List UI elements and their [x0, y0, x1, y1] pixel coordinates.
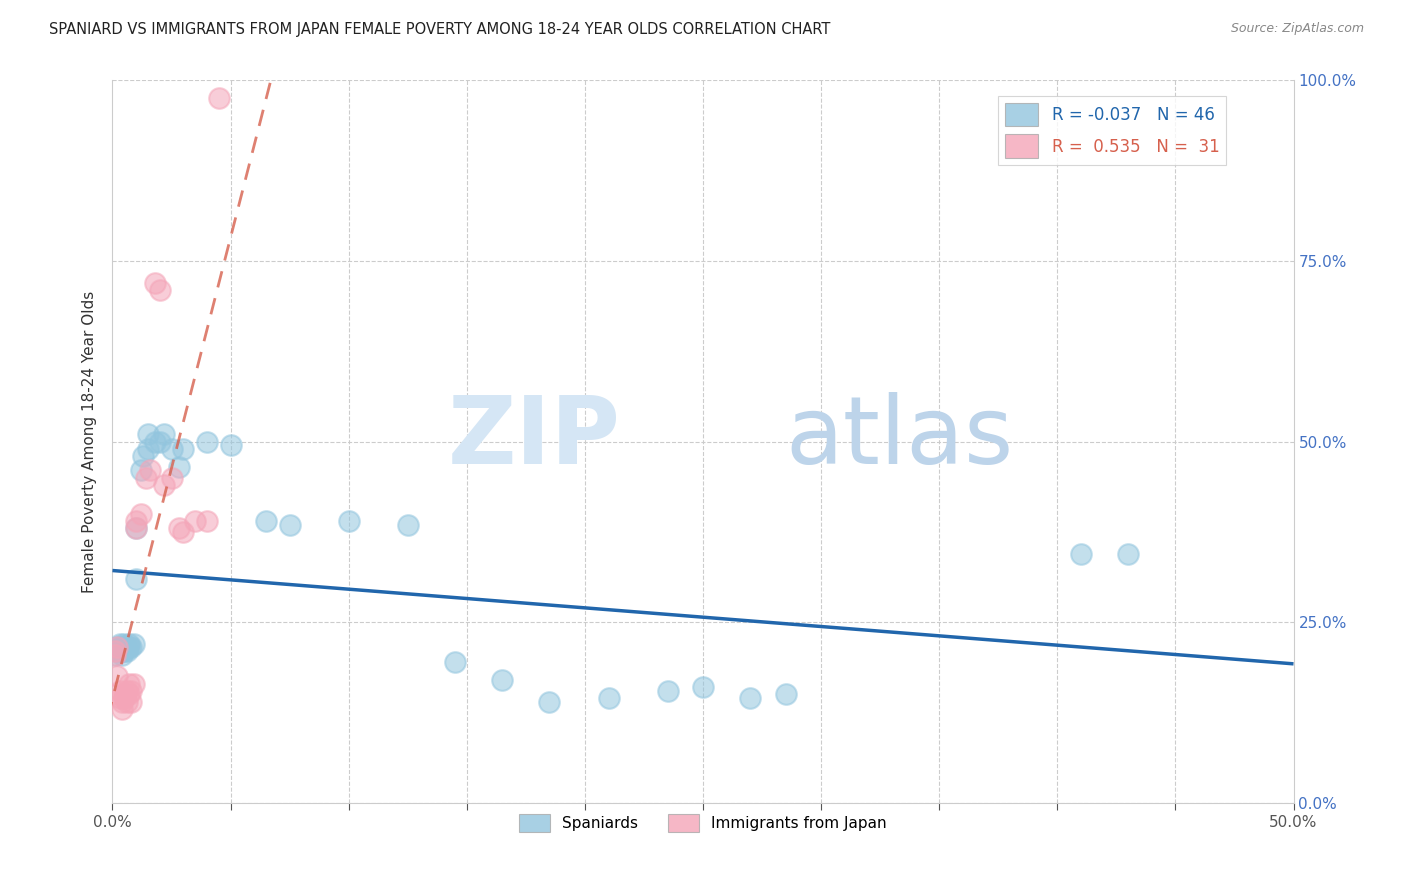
Point [132, 449, 155, 463]
Point [104, 648, 127, 662]
Point [254, 514, 277, 528]
Point [219, 438, 242, 452]
Text: Source: ZipAtlas.com: Source: ZipAtlas.com [1230, 22, 1364, 36]
Point [598, 691, 620, 706]
Point [104, 644, 127, 658]
Point [112, 687, 135, 701]
Point [740, 691, 762, 706]
Point [208, 91, 231, 105]
Point [172, 524, 194, 539]
Point [105, 644, 128, 658]
Point [129, 507, 152, 521]
Point [195, 514, 218, 528]
Point [172, 442, 194, 456]
Point [108, 640, 131, 655]
Point [160, 470, 183, 484]
Point [111, 648, 134, 662]
Point [125, 572, 148, 586]
Point [105, 640, 128, 655]
Point [108, 691, 131, 706]
Point [337, 514, 360, 528]
Point [118, 687, 141, 701]
Point [115, 640, 138, 655]
Point [149, 283, 172, 297]
Point [1116, 547, 1139, 561]
Point [167, 459, 190, 474]
Y-axis label: Female Poverty Among 18-24 Year Olds: Female Poverty Among 18-24 Year Olds [82, 291, 97, 592]
Point [115, 683, 138, 698]
Point [111, 695, 134, 709]
Text: ZIP: ZIP [447, 392, 620, 484]
Point [125, 521, 148, 535]
Point [108, 637, 131, 651]
Point [160, 442, 183, 456]
Point [108, 644, 131, 658]
Point [105, 669, 128, 683]
Point [120, 683, 142, 698]
Point [444, 655, 467, 669]
Point [108, 683, 131, 698]
Point [139, 463, 162, 477]
Point [122, 676, 145, 690]
Point [143, 434, 166, 449]
Point [195, 434, 218, 449]
Text: atlas: atlas [786, 392, 1014, 484]
Point [112, 644, 135, 658]
Point [118, 640, 141, 655]
Point [104, 648, 127, 662]
Point [278, 517, 301, 532]
Point [135, 470, 157, 484]
Point [112, 691, 135, 706]
Point [111, 702, 134, 716]
Point [657, 683, 679, 698]
Point [129, 463, 152, 477]
Point [118, 676, 141, 690]
Point [396, 517, 419, 532]
Point [149, 434, 172, 449]
Point [118, 637, 141, 651]
Point [111, 640, 134, 655]
Point [136, 427, 159, 442]
Legend: Spaniards, Immigrants from Japan: Spaniards, Immigrants from Japan [513, 807, 893, 838]
Point [153, 478, 176, 492]
Point [111, 644, 134, 658]
Point [1070, 547, 1092, 561]
Point [122, 637, 145, 651]
Point [125, 521, 148, 535]
Point [115, 695, 138, 709]
Text: SPANIARD VS IMMIGRANTS FROM JAPAN FEMALE POVERTY AMONG 18-24 YEAR OLDS CORRELATI: SPANIARD VS IMMIGRANTS FROM JAPAN FEMALE… [49, 22, 831, 37]
Point [115, 644, 138, 658]
Point [120, 640, 142, 655]
Point [143, 276, 166, 290]
Point [775, 687, 797, 701]
Point [112, 640, 135, 655]
Point [112, 637, 135, 651]
Point [538, 695, 561, 709]
Point [491, 673, 513, 687]
Point [167, 521, 190, 535]
Point [153, 427, 176, 442]
Point [136, 442, 159, 456]
Point [125, 514, 148, 528]
Point [692, 680, 714, 694]
Point [120, 695, 142, 709]
Point [105, 640, 128, 655]
Point [184, 514, 207, 528]
